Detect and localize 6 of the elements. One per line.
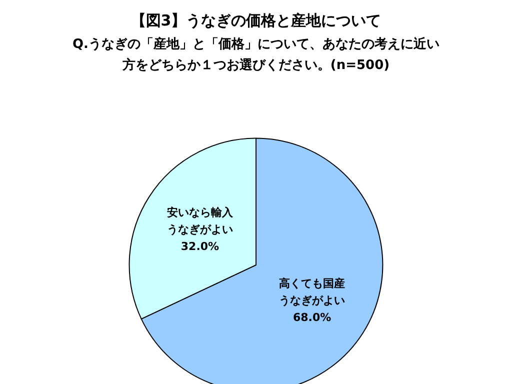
data-label: 68.0% bbox=[292, 311, 332, 324]
chart-title: 【図3】うなぎの価格と産地について bbox=[130, 12, 382, 30]
chart-subtitle: Q.うなぎの「産地」と「価格」について、あなたの考えに近い方をどちらか１つお選びください。(n=500) bbox=[72, 36, 440, 73]
data-label: 32.0% bbox=[180, 240, 220, 253]
slice-label: 安いなら輸入うなぎがよい bbox=[166, 206, 234, 236]
slice-label: 高くても国産うなぎがよい bbox=[279, 277, 346, 308]
